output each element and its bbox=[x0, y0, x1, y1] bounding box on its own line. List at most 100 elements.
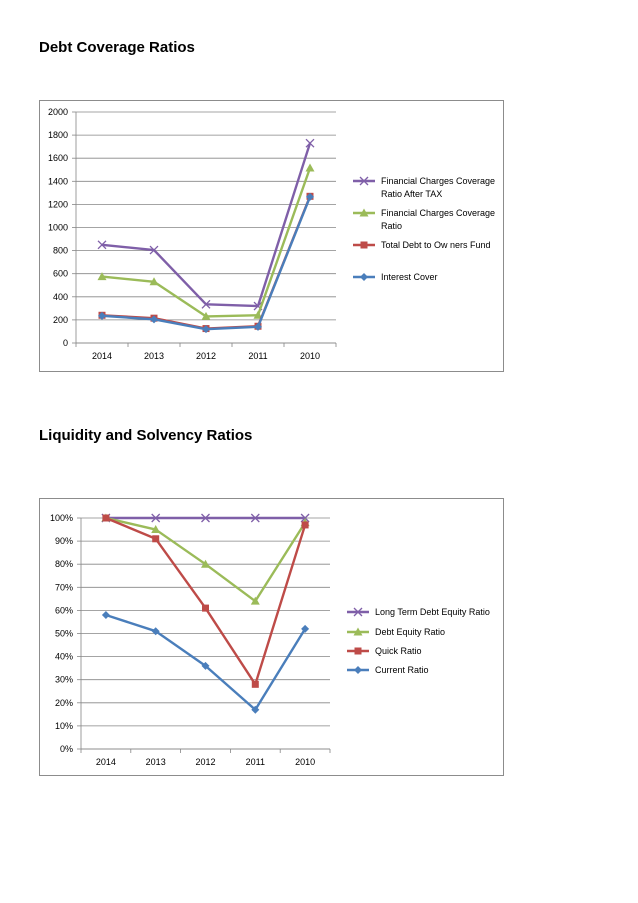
chart1-y-tick-label: 600 bbox=[53, 269, 68, 279]
chart1-y-tick-label: 1800 bbox=[48, 130, 68, 140]
chart1-series-interest-cover-point bbox=[306, 192, 314, 201]
chart2-x-tick-label: 2012 bbox=[195, 757, 215, 767]
chart2-series-long-term-debt-equity-ratio-point-stroke-b bbox=[300, 513, 310, 523]
chart2-x-tick-label: 2011 bbox=[246, 757, 265, 767]
chart1-series-interest-cover-point bbox=[150, 315, 158, 324]
chart2-series-long-term-debt-equity-ratio-point-stroke-b bbox=[250, 513, 260, 523]
chart1-series-interest-cover-point bbox=[254, 322, 262, 331]
chart2-legend-debt-equity-ratio-label: Debt Equity Ratio bbox=[375, 627, 445, 637]
chart2-legend-quick-ratio-marker bbox=[354, 647, 362, 655]
chart1-series-interest-cover-line bbox=[101, 196, 312, 331]
chart-1-frame: 0 200 400 600 800 1000 1200 1400 1600 1800 2000 201… bbox=[39, 100, 504, 372]
chart2-y-tick-label: 20% bbox=[55, 698, 73, 708]
chart2-series-long-term-debt-equity-ratio-point bbox=[201, 513, 210, 523]
chart1-x-tick-label: 2011 bbox=[248, 351, 267, 361]
chart2-legend-debt-equity-ratio-marker bbox=[353, 627, 363, 636]
chart2-series-current-ratio-point bbox=[151, 627, 160, 636]
chart-2-frame: 0% 10% 20% 30% 40% 50% 60% 70% 80% 90% 100% 2014 201… bbox=[39, 498, 504, 776]
chart1-series-financial-charges-coverage-ratio-point bbox=[305, 163, 315, 172]
chart2-y-tick-label: 80% bbox=[55, 559, 73, 569]
chart2-series-long-term-debt-equity-ratio-point bbox=[300, 513, 310, 523]
chart1-legend-financial-charges-coverage-ratio-label: Ratio bbox=[381, 221, 402, 231]
chart2-series-quick-ratio-line bbox=[105, 516, 307, 686]
chart1-series-financial-charges-coverage-ratio-after-tax-point bbox=[201, 299, 211, 309]
chart1-series-financial-charges-coverage-ratio-point bbox=[97, 272, 107, 281]
chart1-series-financial-charges-coverage-ratio-after-tax-point-stroke-b bbox=[305, 138, 315, 148]
chart1-y-tick-label: 2000 bbox=[48, 107, 68, 117]
chart1-series-financial-charges-coverage-ratio-after-tax-point bbox=[305, 138, 315, 148]
chart2-y-tick-label: 100% bbox=[50, 513, 73, 523]
chart1-legend-interest-cover-label: Interest Cover bbox=[381, 272, 438, 282]
chart2-legend-current-ratio-marker bbox=[354, 666, 362, 674]
chart1-legend-financial-charges-coverage-ratio-marker bbox=[359, 208, 369, 217]
chart1-y-tick-label: 1400 bbox=[48, 176, 68, 186]
chart1-y-tick-label: 0 bbox=[63, 338, 68, 348]
chart2-legend-long-term-debt-equity-ratio-marker bbox=[353, 607, 363, 617]
chart1-legend-financial-charges-coverage-ratio-after-tax-label: Financial Charges Coverage bbox=[381, 176, 495, 186]
chart1-x-tick-label: 2014 bbox=[92, 351, 112, 361]
chart2-series-quick-ratio-point bbox=[152, 535, 160, 543]
chart1-legend-total-debt-to-owners-fund-label: Total Debt to Ow ners Fund bbox=[381, 240, 491, 250]
chart2-y-tick-label: 90% bbox=[55, 536, 73, 546]
chart1-legend-financial-charges-coverage-ratio-after-tax-marker-stroke-b bbox=[359, 176, 369, 186]
debt-coverage-chart: 0 200 400 600 800 1000 1200 1400 1600 1800 2000 201… bbox=[48, 107, 495, 361]
chart2-series-current-ratio-point bbox=[251, 705, 260, 714]
chart1-x-tick-label: 2010 bbox=[300, 351, 320, 361]
chart2-y-tick-label: 40% bbox=[55, 652, 73, 662]
chart1-y-tick-label: 800 bbox=[53, 246, 68, 256]
chart1-series-financial-charges-coverage-ratio-after-tax-point-stroke-b bbox=[97, 240, 107, 250]
chart1-y-tick-label: 400 bbox=[53, 292, 68, 302]
chart1-series-financial-charges-coverage-ratio-point bbox=[253, 310, 263, 319]
chart1-y-tick-label: 1000 bbox=[48, 223, 68, 233]
chart2-x-tick-label: 2013 bbox=[146, 757, 166, 767]
chart2-series-long-term-debt-equity-ratio-point-stroke-b bbox=[201, 513, 210, 523]
chart1-y-tick-label: 200 bbox=[53, 315, 68, 325]
chart2-x-tick-label: 2010 bbox=[295, 757, 315, 767]
chart1-legend-financial-charges-coverage-ratio-label: Financial Charges Coverage bbox=[381, 208, 495, 218]
chart2-series-quick-ratio-point bbox=[202, 604, 209, 612]
chart1-legend-total-debt-to-owners-fund-marker bbox=[360, 241, 368, 249]
chart2-legend-current-ratio-label: Current Ratio bbox=[375, 665, 429, 675]
chart2-legend-quick-ratio-label: Quick Ratio bbox=[375, 646, 422, 656]
chart2-series-debt-equity-ratio-point bbox=[250, 596, 260, 605]
chart1-series-financial-charges-coverage-ratio-after-tax-point-stroke-b bbox=[253, 301, 263, 311]
chart2-series-quick-ratio-point bbox=[102, 514, 110, 522]
chart1-series-financial-charges-coverage-ratio-point bbox=[149, 277, 159, 286]
chart2-y-tick-label: 60% bbox=[55, 605, 73, 615]
chart1-series-financial-charges-coverage-ratio-after-tax-line bbox=[101, 142, 312, 308]
chart2-series-quick-ratio-point bbox=[251, 680, 259, 688]
chart2-y-tick-label: 50% bbox=[55, 629, 73, 639]
chart2-series-debt-equity-ratio-point bbox=[201, 559, 210, 568]
chart2-legend-long-term-debt-equity-ratio-marker-stroke-b bbox=[353, 607, 363, 617]
chart-1-title: Debt Coverage Ratios bbox=[39, 39, 195, 56]
chart1-series-interest-cover-point bbox=[98, 311, 106, 320]
chart1-x-tick-label: 2012 bbox=[196, 351, 216, 361]
chart2-series-long-term-debt-equity-ratio-point-stroke-b bbox=[151, 513, 161, 523]
chart2-y-tick-label: 70% bbox=[55, 582, 73, 592]
chart2-series-current-ratio-point bbox=[301, 624, 310, 633]
chart-2-title: Liquidity and Solvency Ratios bbox=[39, 427, 253, 444]
chart1-series-interest-cover-point bbox=[202, 325, 210, 334]
chart1-legend-financial-charges-coverage-ratio-after-tax-marker bbox=[359, 176, 369, 186]
chart2-series-current-ratio-point bbox=[101, 611, 110, 620]
chart1-x-tick-label: 2013 bbox=[144, 351, 164, 361]
chart1-series-financial-charges-coverage-ratio-after-tax-point bbox=[149, 245, 159, 255]
chart2-y-tick-label: 10% bbox=[55, 721, 73, 731]
chart1-y-tick-label: 1200 bbox=[48, 199, 68, 209]
chart2-y-tick-label: 0% bbox=[60, 744, 73, 754]
chart1-series-financial-charges-coverage-ratio-after-tax-point bbox=[97, 240, 107, 250]
chart2-legend-long-term-debt-equity-ratio-label: Long Term Debt Equity Ratio bbox=[375, 607, 490, 617]
chart2-series-long-term-debt-equity-ratio-point bbox=[250, 513, 260, 523]
chart2-series-quick-ratio-point bbox=[301, 521, 309, 529]
chart2-series-long-term-debt-equity-ratio-point bbox=[151, 513, 161, 523]
chart2-series-debt-equity-ratio-point bbox=[151, 525, 161, 534]
chart1-series-total-debt-to-owners-fund-line bbox=[101, 195, 312, 330]
chart1-series-financial-charges-coverage-ratio-after-tax-point-stroke-b bbox=[149, 245, 159, 255]
chart1-series-financial-charges-coverage-ratio-point bbox=[201, 311, 211, 320]
chart1-series-financial-charges-coverage-ratio-after-tax-point-stroke-b bbox=[201, 299, 211, 309]
chart2-x-tick-label: 2014 bbox=[96, 757, 116, 767]
liquidity-solvency-chart: 0% 10% 20% 30% 40% 50% 60% 70% 80% 90% 100% 2014 201… bbox=[50, 513, 490, 767]
chart2-y-tick-label: 30% bbox=[55, 675, 73, 685]
chart2-series-current-ratio-point bbox=[201, 661, 210, 670]
chart1-legend-interest-cover-marker bbox=[360, 273, 368, 281]
